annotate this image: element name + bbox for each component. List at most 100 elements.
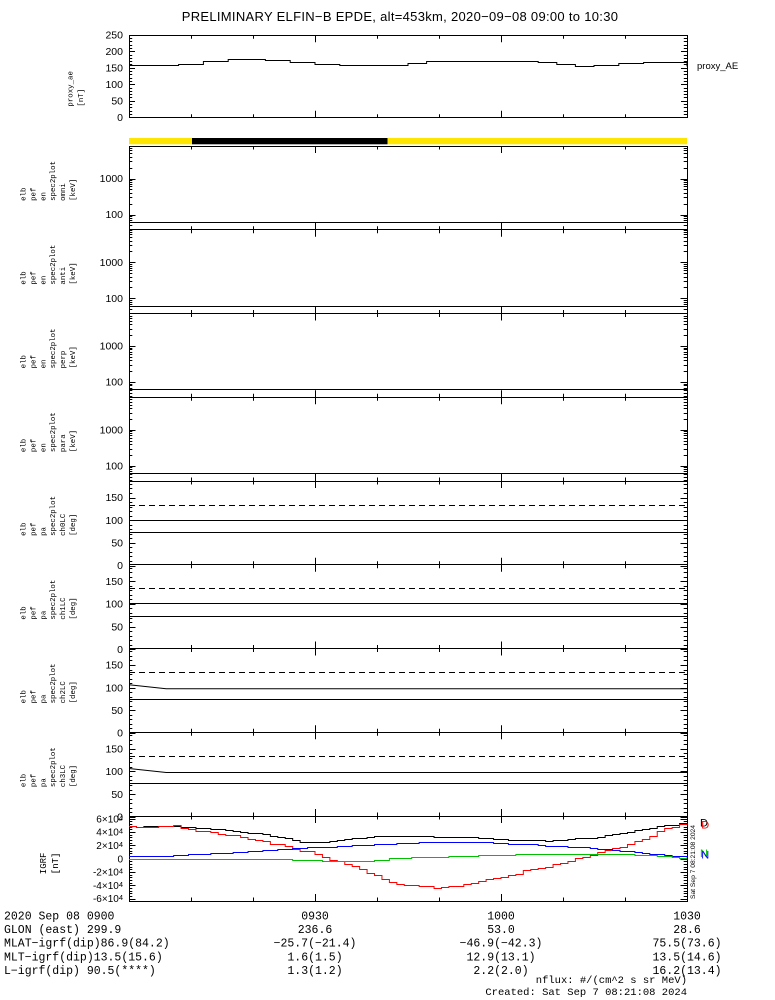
svg-text:en: en [40, 443, 48, 452]
svg-text:[deg]: [deg] [70, 765, 78, 787]
svg-text:pa: pa [40, 610, 48, 619]
svg-text:150: 150 [105, 492, 123, 504]
svg-text:spec2plot: spec2plot [50, 412, 58, 452]
svg-text:spec2plot: spec2plot [50, 580, 58, 620]
svg-text:[nT]: [nT] [78, 89, 86, 107]
svg-text:[keV]: [keV] [70, 179, 78, 201]
svg-text:pa: pa [40, 694, 48, 703]
svg-text:Created: Sat Sep 7 08:21:08 2: Created: Sat Sep 7 08:21:08 2024 [485, 987, 687, 999]
svg-text:[deg]: [deg] [70, 514, 78, 536]
svg-text:ch2LC: ch2LC [60, 681, 68, 704]
svg-text:[keV]: [keV] [70, 262, 78, 284]
svg-text:pef: pef [30, 271, 38, 284]
svg-text:50: 50 [111, 95, 123, 107]
svg-text:pef: pef [30, 774, 38, 787]
svg-text:N: N [701, 849, 709, 861]
svg-text:en: en [40, 360, 48, 369]
svg-text:MLAT−igrf(dip)86.9(84.2): MLAT−igrf(dip)86.9(84.2) [4, 938, 170, 951]
svg-text:elb: elb [21, 690, 29, 703]
svg-text:100: 100 [105, 377, 123, 389]
svg-text:L−igrf(dip) 90.5(****): L−igrf(dip) 90.5(****) [4, 965, 156, 978]
svg-text:pa: pa [40, 778, 48, 787]
svg-text:100: 100 [105, 515, 123, 527]
svg-text:0: 0 [117, 644, 123, 656]
svg-text:−46.9(−42.3): −46.9(−42.3) [460, 938, 543, 951]
svg-text:100: 100 [105, 293, 123, 305]
svg-text:1000: 1000 [100, 341, 124, 353]
svg-text:[keV]: [keV] [70, 346, 78, 368]
svg-text:150: 150 [105, 744, 123, 756]
svg-text:pef: pef [30, 606, 38, 619]
svg-text:0: 0 [117, 854, 123, 865]
svg-text:spec2plot: spec2plot [50, 496, 58, 536]
svg-text:100: 100 [105, 79, 123, 91]
svg-text:2.2(2.0): 2.2(2.0) [473, 965, 528, 978]
svg-text:-6×104: -6×104 [93, 893, 123, 905]
svg-text:proxy_AE: proxy_AE [697, 61, 738, 72]
svg-text:100: 100 [105, 766, 123, 778]
svg-text:spec2plot: spec2plot [50, 328, 58, 368]
svg-text:[deg]: [deg] [70, 681, 78, 703]
svg-text:1000: 1000 [100, 424, 124, 436]
svg-text:en: en [40, 192, 48, 201]
svg-text:elb: elb [21, 606, 29, 619]
svg-text:Sat Sep 7 08:21:08 2024: Sat Sep 7 08:21:08 2024 [690, 825, 697, 899]
svg-text:elb: elb [21, 355, 29, 368]
svg-text:53.0: 53.0 [487, 924, 515, 937]
svg-text:50: 50 [111, 538, 123, 550]
svg-text:0: 0 [117, 112, 123, 124]
svg-text:anti: anti [60, 266, 68, 284]
svg-text:pef: pef [30, 690, 38, 703]
svg-text:ch1LC: ch1LC [60, 597, 68, 620]
svg-text:75.5(73.6): 75.5(73.6) [652, 938, 721, 951]
svg-text:1030: 1030 [673, 910, 701, 923]
svg-text:spec2plot: spec2plot [50, 747, 58, 787]
svg-text:PRELIMINARY ELFIN−B EPDE, alt=: PRELIMINARY ELFIN−B EPDE, alt=453km, 202… [182, 9, 619, 24]
svg-text:en: en [40, 276, 48, 285]
svg-text:250: 250 [105, 30, 123, 42]
svg-text:1000: 1000 [487, 910, 515, 923]
svg-text:1.6(1.5): 1.6(1.5) [287, 951, 342, 964]
svg-text:spec2plot: spec2plot [50, 663, 58, 703]
svg-text:pef: pef [30, 523, 38, 536]
svg-text:−25.7(−21.4): −25.7(−21.4) [274, 938, 357, 951]
svg-text:150: 150 [105, 576, 123, 588]
svg-text:-2×104: -2×104 [93, 866, 123, 878]
svg-text:ch3LC: ch3LC [60, 764, 68, 787]
svg-text:100: 100 [105, 682, 123, 694]
svg-text:[deg]: [deg] [70, 597, 78, 619]
svg-text:50: 50 [111, 789, 123, 801]
svg-text:150: 150 [105, 63, 123, 75]
svg-text:pef: pef [30, 188, 38, 201]
svg-text:omni: omni [60, 183, 68, 201]
svg-text:100: 100 [105, 460, 123, 472]
svg-text:50: 50 [111, 621, 123, 633]
svg-text:1.3(1.2): 1.3(1.2) [287, 965, 342, 978]
svg-text:100: 100 [105, 209, 123, 221]
svg-text:236.6: 236.6 [298, 924, 333, 937]
svg-text:perp: perp [60, 351, 68, 369]
svg-text:MLT−igrf(dip)13.5(15.6): MLT−igrf(dip)13.5(15.6) [4, 951, 163, 964]
svg-text:pef: pef [30, 355, 38, 368]
svg-text:0930: 0930 [301, 910, 329, 923]
svg-text:proxy_ae: proxy_ae [67, 71, 75, 106]
svg-text:[keV]: [keV] [70, 430, 78, 452]
svg-text:nflux: #/(cm^2 s sr MeV): nflux: #/(cm^2 s sr MeV) [536, 975, 687, 987]
svg-text:1000: 1000 [100, 173, 124, 185]
svg-text:150: 150 [105, 660, 123, 672]
svg-text:GLON (east) 299.9: GLON (east) 299.9 [4, 924, 121, 937]
svg-text:13.5(14.6): 13.5(14.6) [652, 951, 721, 964]
svg-text:IGRF: IGRF [39, 853, 49, 875]
svg-text:1000: 1000 [100, 257, 124, 269]
svg-text:0: 0 [117, 560, 123, 572]
svg-text:2020 Sep 08 0900: 2020 Sep 08 0900 [4, 910, 115, 923]
svg-text:50: 50 [111, 705, 123, 717]
svg-text:0: 0 [117, 728, 123, 740]
svg-text:elb: elb [21, 774, 29, 787]
svg-text:elb: elb [21, 188, 29, 201]
svg-text:28.6: 28.6 [673, 924, 701, 937]
svg-text:[nT]: [nT] [51, 853, 61, 875]
svg-text:elb: elb [21, 271, 29, 284]
svg-text:elb: elb [21, 439, 29, 452]
svg-text:para: para [60, 434, 68, 452]
